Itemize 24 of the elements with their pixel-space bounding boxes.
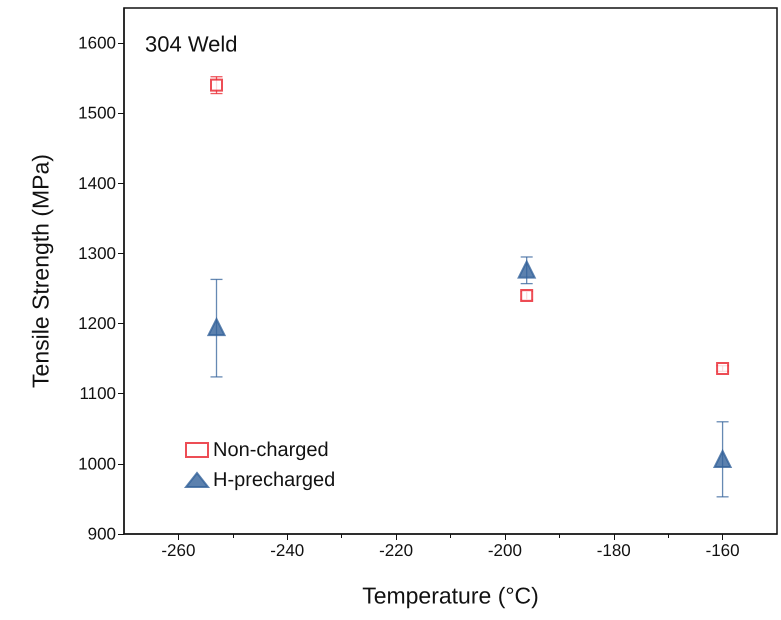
point [210,78,224,92]
y-tick-label: 1500 [78,104,116,123]
point [208,318,226,336]
x-axis-title: Temperature (°C) [362,582,539,608]
x-tick-label: -200 [488,541,522,560]
x-tick-label: -240 [270,541,304,560]
point [716,362,730,375]
x-tick-label: -260 [161,541,196,560]
legend-label: Non-charged [213,439,329,461]
annotation: 304 Weld [145,32,238,56]
y-tick-label: 1200 [78,314,116,334]
x-tick-label: -160 [706,541,740,560]
y-tick-label: 900 [88,524,116,544]
point [518,260,536,279]
y-tick-label: 1000 [78,454,116,474]
legend-label: H-precharged [213,469,336,491]
point [714,450,732,468]
y-tick-label: 1100 [79,384,116,404]
y-tick-label: 1300 [78,244,116,263]
y-tick-label: 1600 [78,34,116,53]
y-axis-title: Tensile Strength (MPa) [28,154,54,388]
y-tick-label: 1400 [78,174,116,193]
x-tick-label: -180 [596,541,631,560]
x-tick-label: -220 [379,541,414,560]
